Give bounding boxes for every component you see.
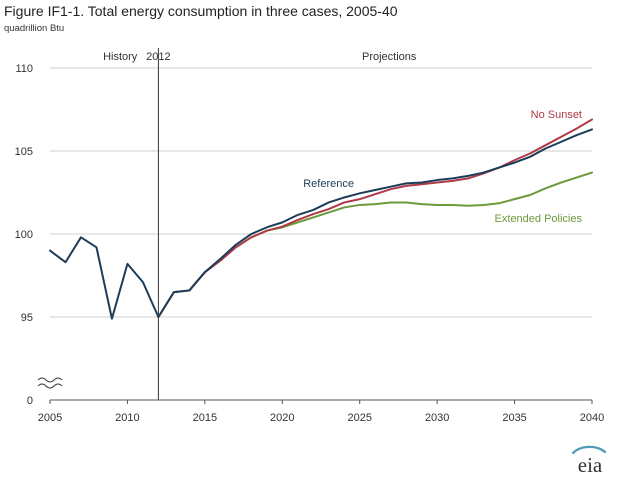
y-tick-labels: 110 105 100 95 0: [15, 63, 33, 407]
y-tick-label: 95: [21, 312, 33, 324]
eia-logo: eia: [571, 445, 607, 476]
y-tick-label: 100: [15, 229, 33, 241]
series-label-extended-policies: Extended Policies: [495, 213, 583, 225]
x-tick-label: 2040: [580, 412, 604, 424]
y-axis-unit-label: quadrillion Btu: [4, 23, 65, 34]
x-tick-label: 2020: [270, 412, 294, 424]
x-tick-label: 2015: [193, 412, 217, 424]
x-tick-label: 2025: [347, 412, 371, 424]
gridlines: [50, 67, 592, 318]
history-label: History: [103, 51, 138, 63]
series-label-no-sunset: No Sunset: [531, 109, 582, 121]
series-label-reference: Reference: [303, 178, 354, 190]
x-tick-labels: 2005 2010 2015 2020 2025 2030 2035 2040: [38, 400, 604, 424]
y-tick-label: 105: [15, 146, 33, 158]
series-lines: [49, 118, 593, 320]
series-line-reference: [49, 128, 593, 320]
x-tick-label: 2030: [425, 412, 449, 424]
x-tick-label: 2010: [115, 412, 139, 424]
chart-title: Figure IF1-1. Total energy consumption i…: [4, 3, 398, 19]
x-tick-label: 2035: [502, 412, 526, 424]
divider-year-label: 2012: [146, 51, 170, 63]
axis-break-icon: [37, 377, 63, 389]
eia-logo-text: eia: [578, 453, 603, 476]
projections-label: Projections: [362, 51, 417, 63]
series-labels: No Sunset Reference Extended Policies: [303, 109, 582, 225]
history-projection-divider: 2012 History Projections: [103, 48, 417, 400]
y-tick-label: 110: [15, 63, 33, 75]
y-tick-label: 0: [27, 395, 33, 407]
x-tick-label: 2005: [38, 412, 62, 424]
series-line-no-sunset: [157, 118, 593, 318]
